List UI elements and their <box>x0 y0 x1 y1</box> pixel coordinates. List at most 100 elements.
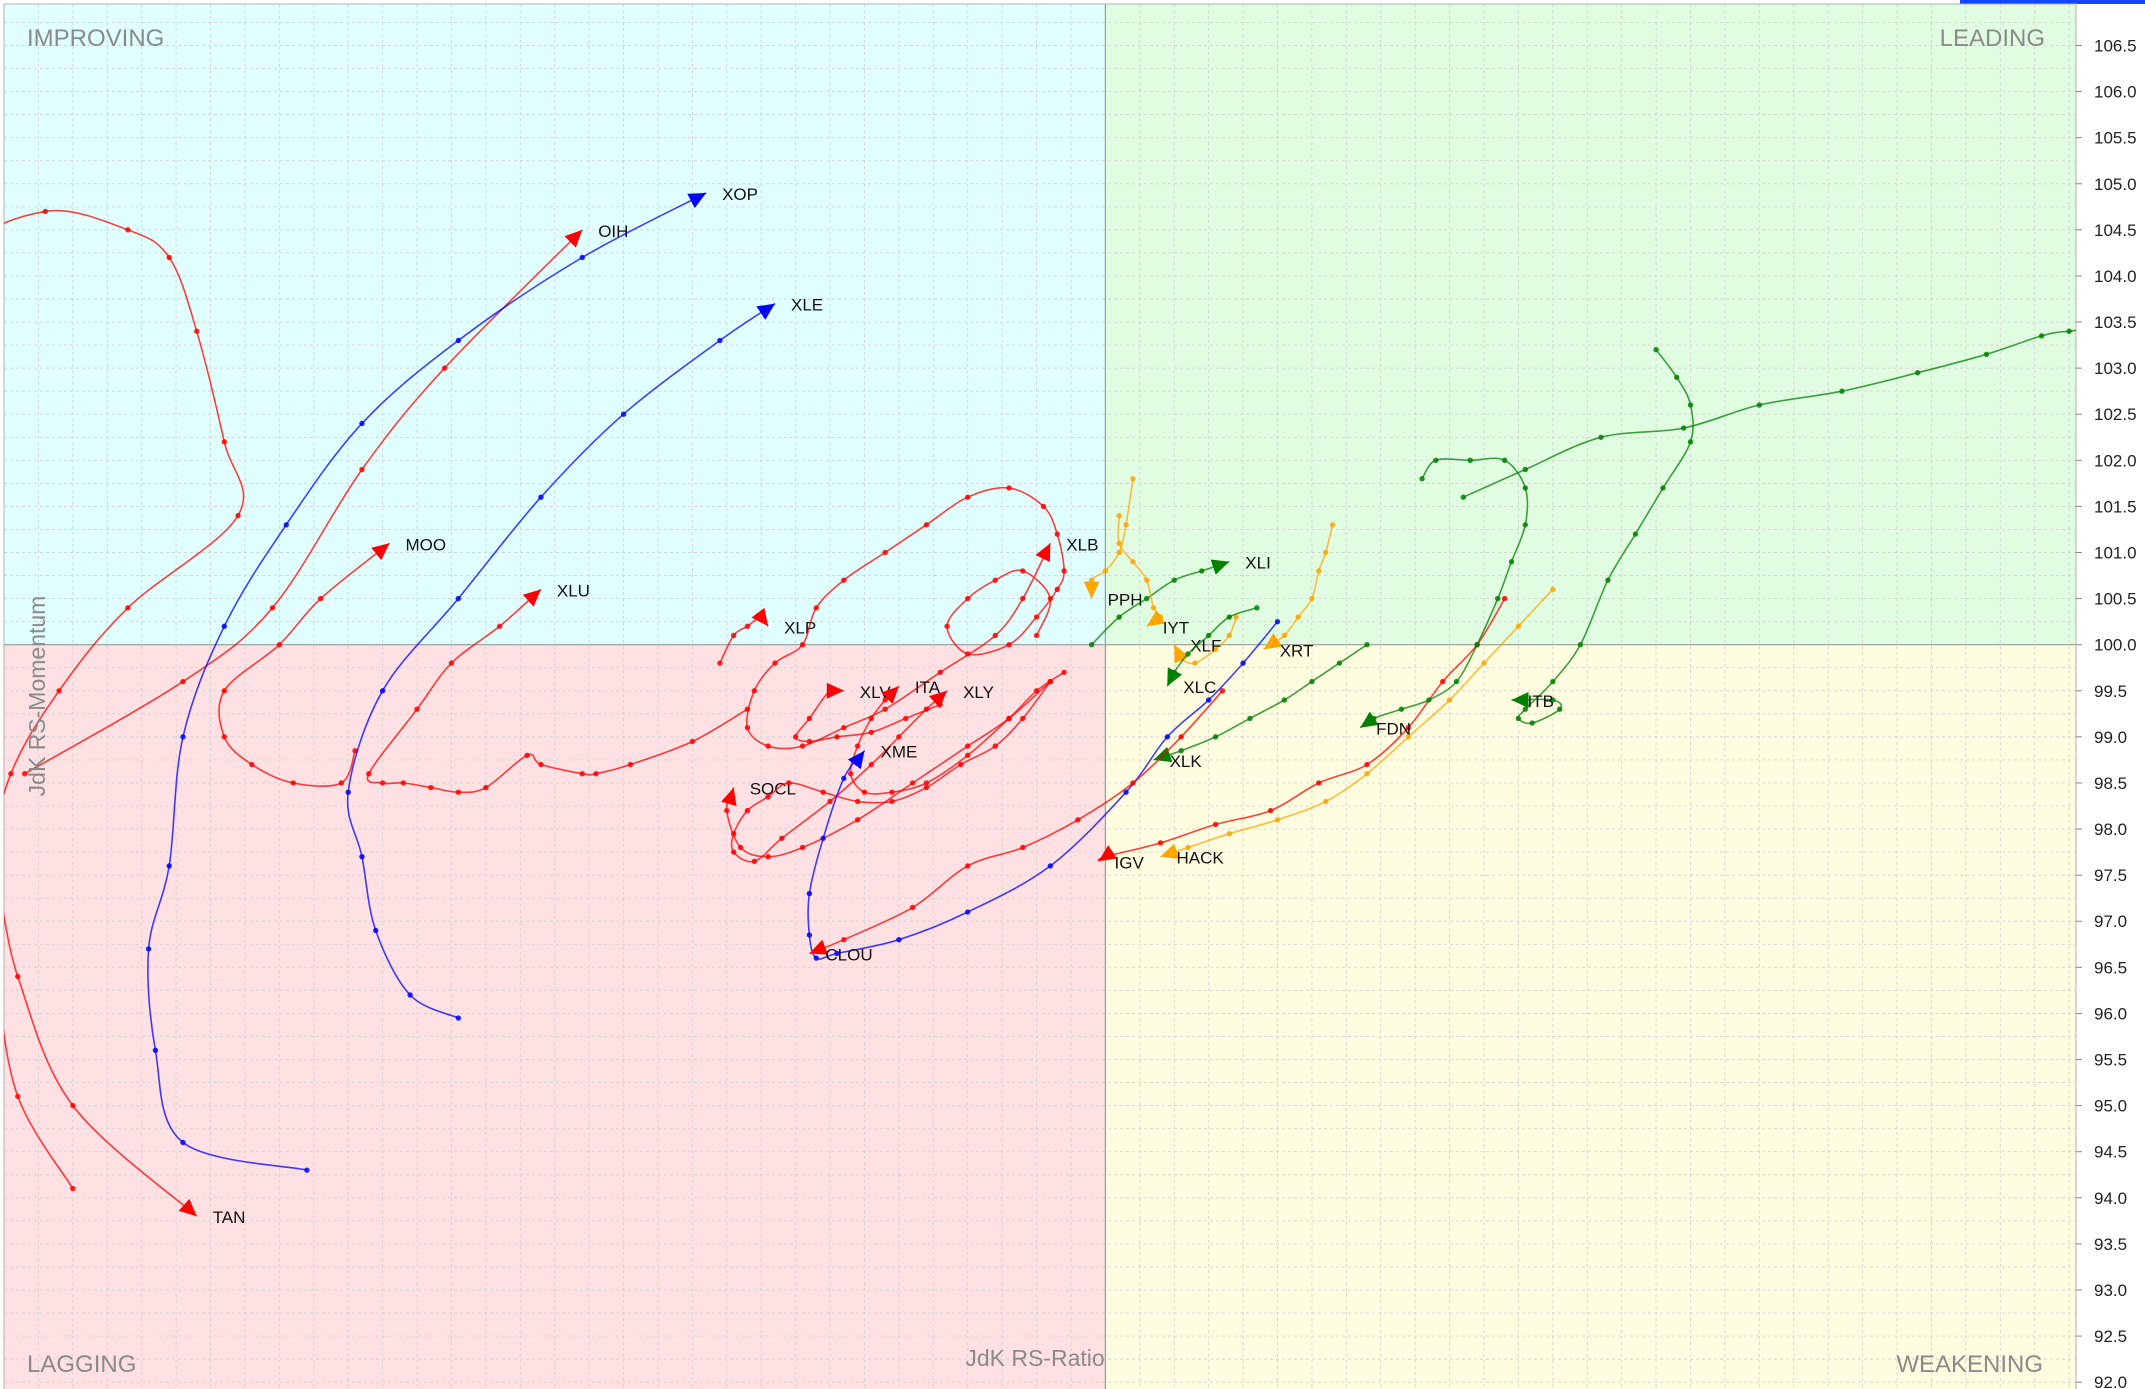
tail-point <box>627 761 634 768</box>
tail-point <box>496 623 503 629</box>
tail-point <box>317 595 324 602</box>
head-arrow-xme <box>847 750 865 770</box>
series-clou[interactable]: CLOU <box>806 688 1226 965</box>
series-pph[interactable]: PPH <box>1083 476 1143 610</box>
tail-point <box>304 1167 310 1173</box>
tail-point <box>813 955 819 961</box>
tail-point <box>882 549 888 556</box>
head-arrow-xlv <box>826 682 844 699</box>
tail-point <box>724 807 730 814</box>
tail-point <box>1550 678 1556 685</box>
tail-point <box>1309 678 1315 685</box>
tail-point <box>937 669 943 676</box>
tail-point <box>1522 706 1529 712</box>
tail-point <box>1550 697 1556 703</box>
tail-point <box>428 784 434 791</box>
series-igv[interactable]: IGV <box>1094 595 1508 872</box>
series-moo[interactable]: MOO <box>218 535 446 787</box>
tail-point <box>1006 641 1012 648</box>
y-tick-label: 95.0 <box>2094 1097 2127 1116</box>
y-tick-label: 103.5 <box>2094 313 2137 332</box>
tail-point <box>868 761 875 768</box>
series-hack[interactable]: HACK <box>1158 586 1556 868</box>
tail-point <box>1508 559 1515 565</box>
tail-point <box>820 835 826 841</box>
tail-point <box>1205 632 1212 639</box>
y-tick-label: 98.5 <box>2094 774 2127 793</box>
tail-point <box>841 577 847 583</box>
y-tick-label: 97.0 <box>2094 912 2127 931</box>
tail-point <box>455 1015 462 1021</box>
tail-point <box>1515 623 1522 629</box>
tail-point <box>1309 595 1315 602</box>
series-xop[interactable]: XOP <box>145 185 758 1173</box>
tail-point <box>1123 789 1129 795</box>
y-axis-title: JdK RS-Momentum <box>24 596 50 797</box>
series-xlv[interactable]: XLV <box>792 682 943 745</box>
series-itb[interactable]: ITB <box>1511 346 1694 726</box>
series-oih[interactable]: OIH <box>21 222 628 777</box>
series-smh[interactable]: SMH <box>1460 328 2145 500</box>
tail-point <box>1205 697 1212 703</box>
tail-point <box>965 752 971 759</box>
tail-point <box>1020 568 1026 574</box>
tail-point <box>1522 466 1529 473</box>
tail-point <box>717 337 723 344</box>
tail-point <box>1914 370 1921 376</box>
series-fdn[interactable]: FDN <box>1356 457 1529 739</box>
tail-point <box>125 227 131 233</box>
series-ita[interactable]: ITA <box>847 669 1067 795</box>
y-tick-label: 96.5 <box>2094 958 2127 977</box>
tail-point <box>359 420 365 427</box>
tail-point <box>841 724 847 731</box>
tail-point <box>923 784 930 791</box>
head-arrow-clou <box>809 939 829 955</box>
series-xrt[interactable]: XRT <box>1259 522 1336 660</box>
tail-point <box>1322 798 1329 805</box>
tail-point <box>1157 840 1164 846</box>
series-xlc[interactable]: XLC <box>1160 605 1260 697</box>
series-xlb[interactable]: XLB <box>744 485 1099 750</box>
tail-point <box>730 632 737 639</box>
tail-point <box>792 734 799 740</box>
tail-point <box>841 936 847 943</box>
series-xlf[interactable]: XLF <box>1167 614 1239 666</box>
tail-point <box>882 706 888 712</box>
series-xme[interactable]: XME <box>806 618 1281 961</box>
tail-point <box>1116 540 1122 546</box>
tail-point <box>1405 724 1411 731</box>
tail-point <box>1033 614 1040 620</box>
tail-point <box>965 494 971 500</box>
series-iyt[interactable]: IYT <box>1116 512 1189 637</box>
series-xly[interactable]: XLY <box>730 678 1054 865</box>
series-xli[interactable]: XLI <box>1088 554 1271 648</box>
series-label-hack: HACK <box>1177 849 1225 868</box>
series-xle[interactable]: XLE <box>345 296 823 1021</box>
tail-point <box>1281 697 1288 703</box>
tail-point <box>909 780 916 786</box>
tail-point <box>290 780 296 786</box>
tail-point <box>579 771 585 777</box>
tail-point <box>1102 568 1109 574</box>
tail-point <box>1632 531 1639 537</box>
tail-line-xlk <box>1153 644 1368 761</box>
tail-point <box>579 254 585 261</box>
tail-point <box>538 494 544 500</box>
tail-point <box>868 729 875 735</box>
tail-point <box>42 208 49 215</box>
tail-point <box>944 623 950 629</box>
tail-point <box>806 738 813 745</box>
tail-point <box>180 1139 186 1146</box>
tail-point <box>221 439 227 445</box>
tail-point <box>779 835 785 841</box>
tail-point <box>889 789 895 795</box>
tail-point <box>1130 476 1136 482</box>
tail-point <box>1364 771 1370 777</box>
tail-point <box>455 595 462 602</box>
tail-point <box>379 688 386 694</box>
tail-point <box>56 688 62 694</box>
y-tick-label: 95.5 <box>2094 1051 2127 1070</box>
series-tan[interactable]: TAN <box>0 208 245 1227</box>
tail-point <box>689 738 696 745</box>
tail-point <box>1329 522 1336 528</box>
